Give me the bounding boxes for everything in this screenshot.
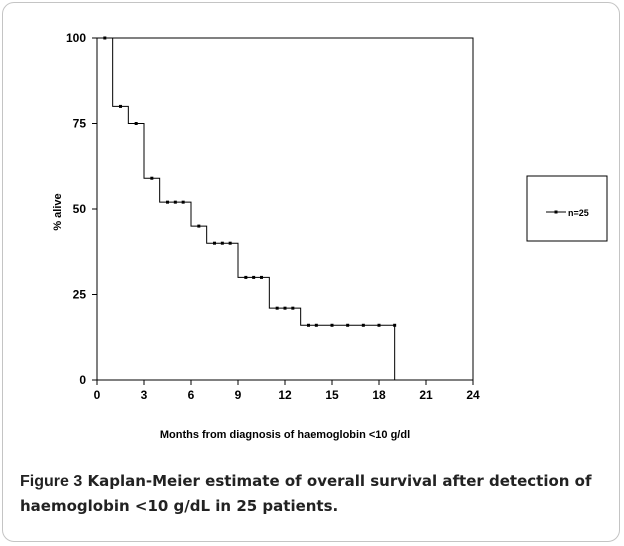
censor-marker: [134, 122, 138, 125]
legend: n=25: [526, 175, 608, 242]
censor-marker: [150, 176, 154, 180]
legend-marker: [554, 210, 558, 214]
censor-marker: [252, 275, 256, 279]
x-tick-label: 0: [94, 388, 101, 402]
censor-marker: [260, 275, 263, 279]
censor-marker: [377, 323, 381, 327]
censor-marker: [291, 306, 295, 310]
x-tick-label: 18: [372, 388, 386, 402]
censor-marker: [346, 323, 350, 327]
censor-marker: [197, 224, 201, 228]
caption-text: Kaplan-Meier estimate of overall surviva…: [20, 472, 592, 515]
censor-marker: [283, 306, 287, 310]
censor-marker: [330, 323, 334, 327]
censor-marker: [307, 323, 310, 327]
x-tick-label: 24: [466, 388, 480, 402]
censor-marker: [103, 36, 107, 40]
caption-label: Figure 3: [20, 473, 83, 490]
y-tick-label: 75: [73, 117, 87, 131]
censor-marker: [244, 275, 248, 279]
censor-marker: [173, 200, 177, 204]
y-axis-label: % alive: [52, 193, 64, 230]
y-tick-label: 0: [79, 373, 86, 387]
x-tick-label: 15: [325, 388, 339, 402]
x-tick-label: 21: [419, 388, 433, 402]
censor-marker: [361, 323, 365, 327]
figure-caption: Figure 3 Kaplan-Meier estimate of overal…: [20, 469, 604, 519]
censor-marker: [119, 104, 122, 108]
censor-marker: [220, 241, 224, 245]
survival-step-line: [97, 37, 396, 380]
y-tick-label: 25: [73, 288, 87, 302]
axis-ticks: 0 3 6 9 12 15 18 21 24 0 25 50 75 100: [66, 31, 480, 402]
censor-marker: [275, 306, 279, 310]
x-tick-label: 6: [188, 388, 195, 402]
y-tick-label: 100: [66, 31, 86, 45]
figure-frame: [2, 2, 620, 542]
censor-marker: [228, 241, 232, 245]
censor-marker: [181, 200, 185, 204]
y-tick-label: 50: [73, 202, 87, 216]
censor-marker: [393, 323, 397, 327]
censor-marker: [213, 241, 216, 245]
censor-marker: [166, 200, 169, 204]
legend-label: n=25: [568, 208, 589, 218]
x-tick-label: 9: [235, 388, 242, 402]
censor-marker: [314, 323, 318, 327]
x-axis-label: Months from diagnosis of haemoglobin <10…: [160, 429, 410, 441]
x-tick-label: 3: [141, 388, 148, 402]
plot-area: [96, 37, 474, 381]
x-tick-label: 12: [278, 388, 292, 402]
legend-box: [526, 175, 608, 242]
survival-curve: [97, 36, 397, 380]
